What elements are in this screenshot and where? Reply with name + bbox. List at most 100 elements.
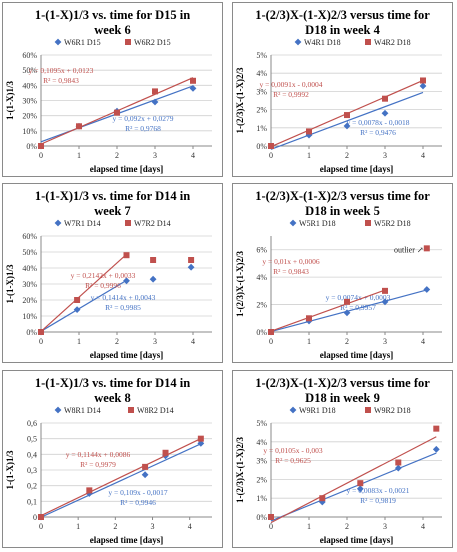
- trendline: [40, 253, 127, 332]
- trendline: [270, 289, 427, 333]
- y-tick-label: 2%: [256, 106, 267, 115]
- data-point: [344, 112, 350, 119]
- x-tick-label: 3: [153, 337, 157, 346]
- x-tick-label: 2: [113, 522, 117, 531]
- data-point: [86, 487, 93, 494]
- trendline-equation: y = 0,2142x + 0,0033: [71, 271, 136, 280]
- y-tick-label: 60%: [22, 51, 37, 60]
- legend-marker: [365, 407, 371, 413]
- y-tick-label: 20%: [22, 112, 37, 121]
- data-point: [187, 263, 195, 271]
- legend-label: W9R1 D18: [299, 406, 336, 415]
- y-tick-label: 40%: [22, 264, 37, 273]
- x-tick-label: 4: [421, 151, 425, 160]
- data-point: [423, 286, 431, 293]
- data-point: [190, 77, 196, 84]
- data-point: [38, 329, 44, 335]
- y-tick-label: 0,2: [27, 482, 37, 491]
- y-tick-label: 0,3: [27, 466, 37, 475]
- y-axis-label: 1-(2/3)X-(1-X)2/3: [235, 67, 245, 133]
- trendline-r2: R² = 0,9819: [360, 496, 396, 505]
- x-tick-label: 4: [191, 151, 195, 160]
- chart-panel: 1-(1-X)1/3 vs. time for D15 in week 6 0% 10…: [2, 2, 223, 177]
- y-tick-label: 0,4: [27, 450, 37, 459]
- y-tick-label: 10%: [22, 127, 37, 136]
- trendline: [270, 436, 437, 524]
- y-tick-label: 40%: [22, 81, 37, 90]
- data-point: [38, 143, 44, 149]
- data-point: [356, 485, 364, 493]
- chart-title: 1-(1-X)1/3 vs. time for D15 in: [35, 8, 190, 22]
- y-tick-label: 3%: [256, 457, 267, 466]
- trendline-r2: R² = 0,9946: [120, 498, 156, 507]
- outlier-annotation: outlier ↗: [394, 245, 424, 254]
- legend-label: W5R2 D18: [374, 219, 411, 228]
- legend-marker: [294, 38, 302, 46]
- chart-panel: 1-(1-X)1/3 vs. time for D14 in week 7 0% 10…: [2, 183, 223, 363]
- data-point: [188, 257, 195, 263]
- x-tick-label: 1: [307, 151, 311, 160]
- data-point: [162, 449, 169, 456]
- chart-title: week 7: [94, 204, 130, 218]
- legend-label: W4R1 D18: [304, 38, 341, 47]
- x-tick-label: 0: [269, 151, 273, 160]
- data-point: [381, 298, 389, 306]
- trendline-r2: R² = 0,9476: [360, 128, 396, 137]
- chart-panel: 1-(2/3)X-(1-X)2/3 versus time for D18 in …: [232, 370, 453, 548]
- y-tick-label: 0%: [256, 142, 267, 151]
- x-axis-label: elapsed time [days]: [90, 164, 164, 174]
- data-point: [382, 287, 388, 294]
- x-tick-label: 4: [191, 337, 195, 346]
- x-tick-label: 2: [345, 151, 349, 160]
- y-tick-label: 5%: [256, 419, 267, 428]
- y-tick-label: 0: [33, 513, 37, 522]
- legend-label: W8R2 D14: [137, 406, 174, 415]
- legend-label: W8R1 D14: [64, 406, 101, 415]
- y-tick-label: 20%: [22, 296, 37, 305]
- trendline-r2: R² = 0,9843: [43, 76, 79, 85]
- trendline-equation: y = 0,109x - 0,0017: [108, 488, 167, 497]
- trendline-equation: y = 0,0074x + 0,0003: [326, 293, 391, 302]
- data-point: [152, 88, 158, 95]
- x-axis-label: elapsed time [days]: [90, 535, 164, 545]
- y-tick-label: 60%: [22, 232, 37, 241]
- y-tick-label: 30%: [22, 280, 37, 289]
- data-point: [268, 514, 274, 520]
- x-tick-label: 0: [269, 337, 273, 346]
- data-point: [423, 245, 430, 252]
- x-tick-label: 1: [77, 337, 81, 346]
- y-tick-label: 5%: [256, 51, 267, 60]
- data-point: [123, 277, 130, 285]
- y-axis-label: 1-(2/3)X-(1-X)2/3: [235, 437, 245, 503]
- y-tick-label: 3%: [256, 87, 267, 96]
- legend-marker: [289, 406, 297, 414]
- legend-marker: [54, 406, 62, 414]
- legend-marker: [128, 407, 134, 413]
- legend-marker: [365, 220, 371, 226]
- x-tick-label: 4: [188, 522, 192, 531]
- trendline-r2: R² = 0,9996: [85, 281, 121, 290]
- trendline-equation: y = 0,0091x - 0,0004: [260, 80, 323, 89]
- trendline-r2: R² = 0,9768: [125, 124, 161, 133]
- y-tick-label: 4%: [256, 438, 267, 447]
- data-point: [123, 252, 130, 259]
- data-point: [306, 128, 312, 135]
- chart-title: week 8: [94, 391, 130, 405]
- legend-label: W7R2 D14: [134, 219, 171, 228]
- x-tick-label: 0: [39, 337, 43, 346]
- chart-panel: 1-(2/3)X-(1-X)2/3 versus time for D18 in …: [232, 183, 453, 363]
- chart-title: 1-(1-X)1/3 vs. time for D14 in: [35, 376, 190, 390]
- x-tick-label: 3: [383, 522, 387, 531]
- legend-label: W9R2 D18: [374, 406, 411, 415]
- data-point: [318, 498, 326, 506]
- legend-marker: [365, 39, 371, 45]
- data-point: [357, 480, 364, 487]
- legend-label: W4R2 D18: [374, 38, 411, 47]
- trendline-r2: R² = 0,9957: [340, 303, 376, 312]
- chart-title: 1-(2/3)X-(1-X)2/3 versus time for: [255, 376, 430, 390]
- y-axis-label: 1-(2/3)X-(1-X)2/3: [235, 251, 245, 317]
- x-tick-label: 1: [307, 337, 311, 346]
